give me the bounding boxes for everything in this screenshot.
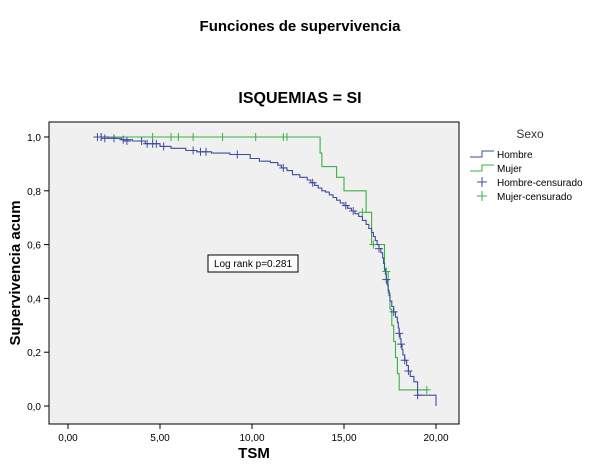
y-tick-label: 0,6 xyxy=(27,241,41,252)
censor-mark-hombre xyxy=(119,135,128,144)
censor-mark-hombre xyxy=(97,133,106,141)
censor-mark-hombre xyxy=(341,201,350,210)
censor-mark-mujer xyxy=(358,208,367,217)
censor-mark-mujer xyxy=(189,133,198,141)
censor-mark-hombre xyxy=(137,137,146,146)
censor-mark-hombre xyxy=(404,367,413,376)
x-axis-label: TSM xyxy=(238,445,270,462)
chart-title: Funciones de supervivencia xyxy=(200,18,402,35)
censor-mark-mujer xyxy=(282,133,291,141)
logrank-text: Log rank p=0.281 xyxy=(214,259,293,270)
y-tick-label: 0,0 xyxy=(27,402,41,413)
censor-mark-hombre xyxy=(110,134,118,143)
legend-label-mujer: Mujer xyxy=(497,164,523,175)
plot-area xyxy=(48,121,460,425)
censor-mark-hombre xyxy=(349,206,358,215)
censor-mark-mujer xyxy=(251,133,260,141)
censor-mark-hombre xyxy=(233,150,242,159)
censor-mark-hombre xyxy=(202,147,210,156)
censor-mark-mujer xyxy=(422,385,431,394)
legend-label-mujer-censurado: Mujer-censurado xyxy=(497,192,572,203)
legend-title: Sexo xyxy=(516,127,544,141)
censor-mark-mujer xyxy=(167,133,176,141)
y-tick-label: 0,2 xyxy=(27,348,41,359)
legend: Sexo Hombre Mujer Hombre-censurado Mujer-ce… xyxy=(470,127,583,203)
x-tick-label: 10,00 xyxy=(239,433,264,444)
censor-mark-hombre xyxy=(395,329,404,338)
legend-swatch-mujer-censurado xyxy=(477,191,487,201)
censor-mark-hombre xyxy=(374,244,383,253)
x-tick-label: 20,00 xyxy=(423,433,448,444)
censor-mark-hombre xyxy=(413,391,422,400)
legend-swatch-hombre xyxy=(470,150,494,158)
chart-subtitle: ISQUEMIAS = SI xyxy=(238,90,361,107)
censor-mark-hombre xyxy=(382,275,391,284)
y-tick-label: 0,8 xyxy=(27,187,41,198)
censor-mark-mujer xyxy=(174,133,183,141)
censor-mark-hombre xyxy=(389,307,398,316)
censor-mark-hombre xyxy=(152,139,161,148)
y-tick-label: 1,0 xyxy=(27,133,41,144)
censor-mark-hombre xyxy=(397,340,406,349)
legend-label-hombre: Hombre xyxy=(497,150,533,161)
legend-swatch-mujer xyxy=(470,164,494,172)
censor-mark-hombre xyxy=(308,178,317,187)
censor-mark-hombre xyxy=(400,356,409,365)
censor-mark-hombre xyxy=(189,146,198,155)
y-tick-label: 0,4 xyxy=(27,294,41,305)
censor-mark-hombre xyxy=(159,142,168,151)
censor-mark-hombre xyxy=(100,134,109,143)
censor-mark-mujer xyxy=(369,240,378,249)
logrank-annotation: Log rank p=0.281 xyxy=(207,254,299,273)
x-tick-label: 5,00 xyxy=(150,433,170,444)
legend-label-hombre-censurado: Hombre-censurado xyxy=(497,178,583,189)
x-tick-label: 0,00 xyxy=(58,433,78,444)
legend-swatch-hombre-censurado xyxy=(477,177,487,187)
censor-mark-mujer xyxy=(148,133,157,141)
censor-mark-mujer xyxy=(218,133,227,141)
censor-mark-hombre xyxy=(279,163,288,172)
logrank-box xyxy=(207,254,299,273)
x-tick-label: 15,00 xyxy=(331,433,356,444)
censor-mark-hombre xyxy=(122,137,131,146)
y-axis-label: Supervivencia acum xyxy=(7,200,24,345)
